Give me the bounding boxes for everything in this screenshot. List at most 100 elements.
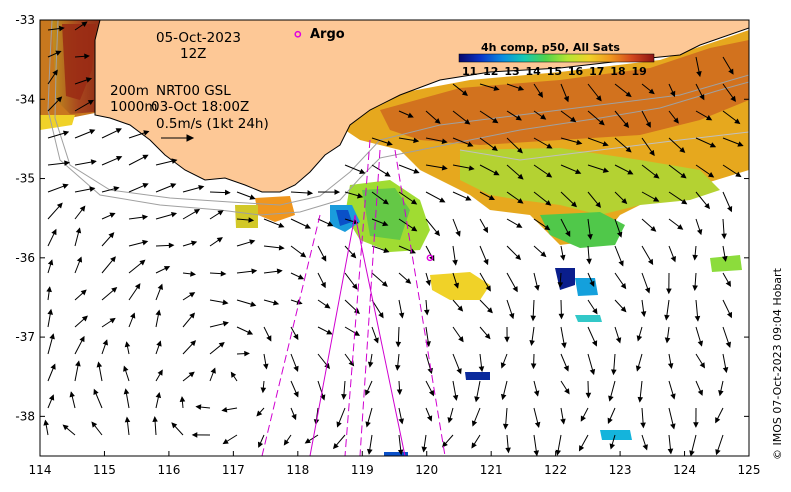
- current-vector-head: [79, 335, 85, 343]
- y-tick-label: -37: [15, 330, 35, 344]
- current-vector-head: [484, 333, 491, 340]
- current-vector-head: [563, 365, 569, 372]
- current-vector-head: [195, 404, 202, 410]
- current-vector-head: [673, 117, 679, 124]
- current-vector-head: [307, 190, 314, 196]
- current-vector-head: [680, 172, 687, 179]
- x-tick-label: 118: [286, 463, 309, 477]
- current-vector-head: [670, 256, 676, 263]
- current-vector-head: [157, 283, 163, 290]
- current-vector-head: [434, 230, 441, 237]
- current-vector-head: [80, 289, 87, 296]
- current-vector-head: [692, 285, 698, 292]
- current-vector-head: [474, 396, 480, 403]
- current-vector-head: [585, 392, 592, 399]
- current-vector-head: [220, 270, 227, 277]
- current-vector-head: [517, 85, 525, 91]
- current-vector-head: [378, 312, 384, 319]
- current-vector-head: [540, 114, 547, 120]
- current-vector-head: [93, 388, 99, 395]
- current-vector-head: [621, 198, 628, 205]
- current-vector-head: [461, 90, 468, 96]
- current-vector-head: [471, 420, 478, 427]
- current-vector-head: [505, 447, 511, 454]
- argo-float-marker: [294, 30, 302, 38]
- x-tick-label: 116: [157, 463, 180, 477]
- current-vector-head: [111, 286, 118, 293]
- current-vector-head: [428, 389, 435, 397]
- y-tick-label: -34: [15, 92, 35, 106]
- current-vector-head: [327, 221, 334, 227]
- current-vector-head: [457, 305, 464, 312]
- current-vector-head: [366, 448, 373, 455]
- current-vector-head: [110, 256, 116, 263]
- y-tick-label: -33: [15, 13, 35, 27]
- colorbar-title: 4h comp, p50, All Sats: [481, 41, 620, 54]
- current-vector-head: [464, 118, 471, 125]
- current-vector-head: [155, 391, 162, 399]
- current-vector-head: [91, 421, 98, 428]
- current-vector-head: [561, 342, 567, 349]
- current-vector-head: [320, 281, 326, 289]
- y-axis: -33 -34 -35 -36 -37 -38: [15, 13, 749, 423]
- current-vector-head: [677, 224, 684, 230]
- current-vector-head: [75, 360, 81, 367]
- current-vector-head: [625, 91, 632, 98]
- current-vector-head: [324, 303, 331, 309]
- current-vector-head: [530, 315, 537, 322]
- current-vector-head: [478, 366, 485, 373]
- colorbar-tick-label: 19: [632, 65, 647, 78]
- current-vector-head: [722, 255, 728, 262]
- current-vector-head: [87, 99, 95, 106]
- current-vector-head: [62, 183, 69, 189]
- current-vector-head: [56, 202, 63, 209]
- colorbar-tick-label: 11: [462, 65, 477, 78]
- product-time-label: 03-Oct 18:00Z: [151, 99, 249, 115]
- current-vector-head: [615, 337, 622, 344]
- current-vector-head: [512, 286, 518, 293]
- current-vector-head: [644, 287, 651, 294]
- current-vector-head: [123, 365, 129, 372]
- current-vector-head: [210, 367, 216, 374]
- current-vector-head: [407, 112, 414, 118]
- current-vector-head: [730, 95, 736, 102]
- current-vector-head: [367, 361, 374, 368]
- current-vector-head: [244, 350, 250, 357]
- current-vector-head: [425, 341, 431, 347]
- current-vector-head: [560, 418, 566, 425]
- current-vector-head: [465, 195, 472, 201]
- current-vector-head: [727, 206, 733, 213]
- current-vector-head: [142, 183, 149, 189]
- current-vector-head: [156, 340, 162, 347]
- current-vector-head: [565, 230, 571, 237]
- current-vector-head: [620, 283, 627, 290]
- current-vector-head: [635, 365, 642, 372]
- current-vector-head: [250, 301, 257, 307]
- current-vector-head: [570, 201, 578, 208]
- current-vector-head: [708, 172, 715, 178]
- current-vector-head: [113, 186, 120, 192]
- current-vector-head: [221, 407, 228, 413]
- current-vector-head: [217, 210, 224, 216]
- current-vector-head: [190, 240, 198, 247]
- colorbar-tick-label: 13: [504, 65, 519, 78]
- current-vector-head: [694, 315, 701, 322]
- current-vector-head: [334, 189, 341, 195]
- scale-arrow: [161, 134, 195, 142]
- current-vector-head: [735, 171, 742, 178]
- current-vector-head: [667, 363, 674, 370]
- current-vector-head: [426, 415, 433, 422]
- current-vector-head: [394, 364, 401, 371]
- current-vector-head: [157, 369, 163, 376]
- current-vector-head: [468, 165, 475, 171]
- colorbar-tick-label: 18: [610, 65, 625, 78]
- colorbar-tick-label: 14: [526, 65, 542, 78]
- colorbar-tick-label: 15: [547, 65, 562, 78]
- current-vector-head: [189, 292, 196, 298]
- current-vector-head: [467, 141, 474, 147]
- current-vector-head: [560, 254, 566, 261]
- current-vector-head: [529, 339, 535, 347]
- x-axis: 114 115 116 117 118 119 120 121 122 123 124 125: [29, 451, 760, 477]
- current-vector-head: [715, 417, 721, 424]
- current-vector-head: [653, 196, 660, 202]
